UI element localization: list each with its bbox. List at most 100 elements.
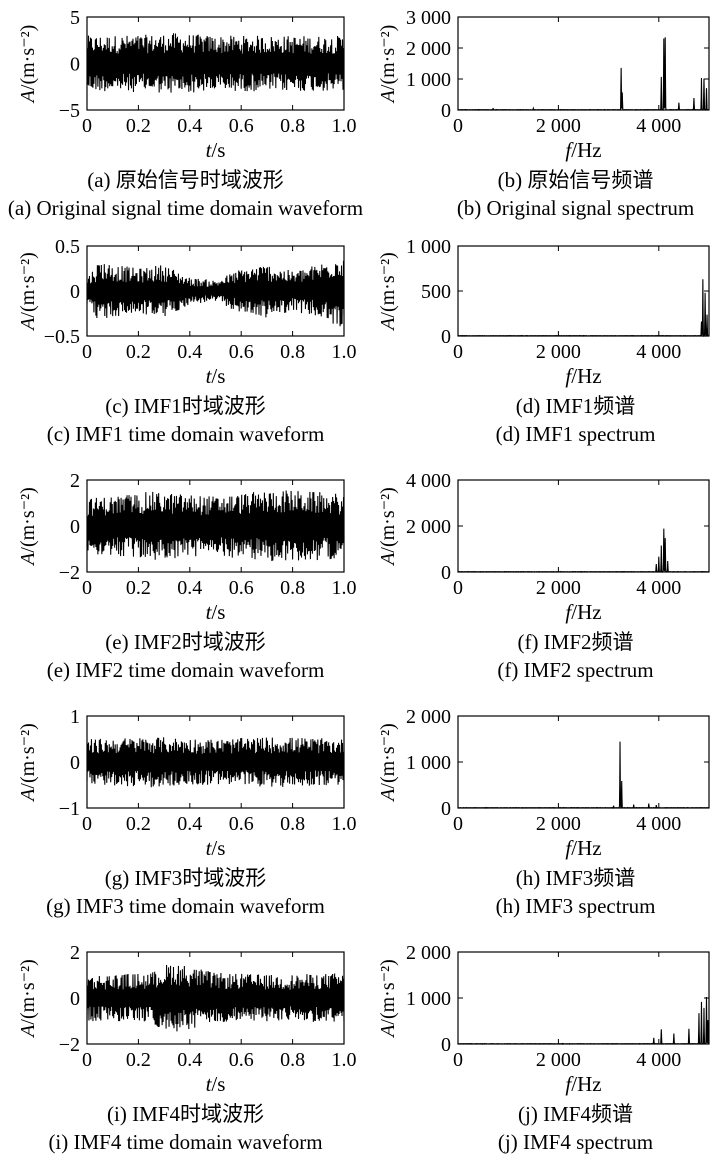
y-axis-unit: /(m·s⁻²): [377, 487, 399, 552]
x-tick-label: 0.4: [177, 1049, 202, 1071]
y-tick-label: 1 000: [406, 69, 451, 91]
x-tick-label: 0: [82, 341, 92, 363]
x-axis-label: f/Hz: [565, 1072, 601, 1096]
x-tick-label: 0: [82, 1049, 92, 1071]
x-axis-variable: f: [565, 836, 574, 860]
y-axis-variable: A: [377, 1024, 399, 1039]
y-tick-label: 0: [441, 1034, 451, 1056]
x-axis-label: f/Hz: [565, 364, 601, 388]
x-axis-unit: /Hz: [571, 836, 601, 860]
x-axis-label: t/s: [206, 600, 226, 624]
y-axis-label: A/(m·s⁻²): [377, 252, 399, 332]
x-tick-label: 0.8: [280, 577, 305, 599]
caption-english: (d) IMF1 spectrum: [495, 422, 656, 446]
y-axis-label: A/(m·s⁻²): [17, 487, 39, 567]
caption-english: (c) IMF1 time domain waveform: [46, 422, 325, 446]
caption-chinese: (j) IMF4频谱: [518, 1102, 633, 1126]
y-tick-label: 0: [70, 516, 80, 538]
x-tick-label: 0.2: [126, 115, 151, 137]
spectrum-line: [457, 741, 710, 809]
caption-chinese: (i) IMF4时域波形: [107, 1102, 264, 1126]
panel-c: 0 0.2 0.4 0.6 0.8 1.0−0.500.5t/sA/(m·s⁻²): [17, 236, 357, 388]
x-tick-label: 0.2: [126, 1049, 151, 1071]
y-tick-label: −1: [59, 798, 80, 820]
caption-chinese: (b) 原始信号频谱: [497, 168, 654, 192]
caption-chinese: (h) IMF3频谱: [515, 866, 636, 890]
x-tick-label: 0.8: [280, 1049, 305, 1071]
y-tick-label: 5: [70, 7, 80, 29]
plot-frame: [457, 715, 710, 809]
panel-f: 0 2 000 4 000 0 2 000 4 000 f/Hz A/(m·s⁻²): [377, 470, 710, 624]
x-axis-label: t/s: [206, 138, 226, 162]
y-axis-label: A/(m·s⁻²): [17, 252, 39, 332]
x-tick-label: 0.2: [126, 813, 151, 835]
y-axis-variable: A: [377, 552, 399, 567]
x-axis-variable: f: [565, 600, 574, 624]
y-tick-label: 3 000: [406, 7, 451, 29]
y-axis-unit: /(m·s⁻²): [17, 723, 39, 788]
y-axis-variable: A: [377, 788, 399, 803]
y-tick-label: 2 000: [406, 706, 451, 728]
x-tick-label: 0.6: [229, 341, 254, 363]
y-axis-variable: A: [17, 89, 39, 104]
y-tick-label: 2: [70, 470, 80, 492]
y-tick-label: 2 000: [406, 38, 451, 60]
x-axis-label: f/Hz: [565, 836, 601, 860]
x-tick-label: 2 000: [536, 813, 581, 835]
x-tick-label: 0: [453, 577, 463, 599]
caption-chinese: (f) IMF2频谱: [517, 630, 634, 654]
x-axis-variable: f: [565, 364, 574, 388]
y-axis-variable: A: [377, 317, 399, 332]
x-tick-label: 4 000: [636, 577, 681, 599]
x-axis-label: f/Hz: [565, 600, 601, 624]
x-tick-label: 4 000: [636, 115, 681, 137]
spectrum-line: [457, 37, 710, 111]
x-tick-label: 0.8: [280, 813, 305, 835]
x-tick-label: 0.6: [229, 813, 254, 835]
caption-chinese: (g) IMF3时域波形: [104, 866, 267, 890]
plot-frame: [457, 245, 710, 337]
x-axis-unit: /s: [211, 600, 225, 624]
y-tick-label: 0: [441, 326, 451, 348]
x-tick-label: 0.8: [280, 341, 305, 363]
y-axis-variable: A: [17, 1024, 39, 1039]
panel-b: 0 2 000 4 000 0 1 000 2 000 3 000 f/Hz A/(m·s⁻²): [377, 7, 710, 162]
y-tick-label: 0: [70, 54, 80, 76]
x-tick-label: 1.0: [332, 1049, 357, 1071]
y-axis-label: A/(m·s⁻²): [377, 487, 399, 567]
x-tick-label: 0: [453, 115, 463, 137]
y-axis-unit: /(m·s⁻²): [17, 252, 39, 317]
y-tick-label: 2: [70, 942, 80, 964]
y-axis-unit: /(m·s⁻²): [377, 252, 399, 317]
x-tick-label: 0: [453, 813, 463, 835]
plot-frame: [457, 479, 710, 573]
x-tick-label: 0.2: [126, 577, 151, 599]
y-tick-label: 1 000: [406, 236, 451, 258]
y-tick-label: 2 000: [406, 516, 451, 538]
waveform-line: [86, 33, 345, 93]
x-tick-label: 2 000: [536, 341, 581, 363]
y-axis-label: A/(m·s⁻²): [17, 723, 39, 803]
x-axis-variable: t: [206, 364, 213, 388]
y-tick-label: 4 000: [406, 470, 451, 492]
x-axis-variable: t: [206, 138, 213, 162]
x-axis-unit: /s: [211, 138, 225, 162]
spectrum-line: [457, 279, 710, 338]
caption-chinese: (e) IMF2时域波形: [105, 630, 266, 654]
spectrum-line: [457, 996, 710, 1045]
y-axis-variable: A: [17, 317, 39, 332]
plot-frame: [457, 951, 710, 1045]
x-tick-label: 0.6: [229, 577, 254, 599]
y-axis-label: A/(m·s⁻²): [17, 959, 39, 1039]
waveform-line: [86, 260, 345, 327]
x-axis-variable: t: [206, 836, 213, 860]
x-tick-label: 0.2: [126, 341, 151, 363]
x-axis-unit: /Hz: [571, 364, 601, 388]
x-tick-label: 0.4: [177, 577, 202, 599]
x-tick-label: 2 000: [536, 115, 581, 137]
